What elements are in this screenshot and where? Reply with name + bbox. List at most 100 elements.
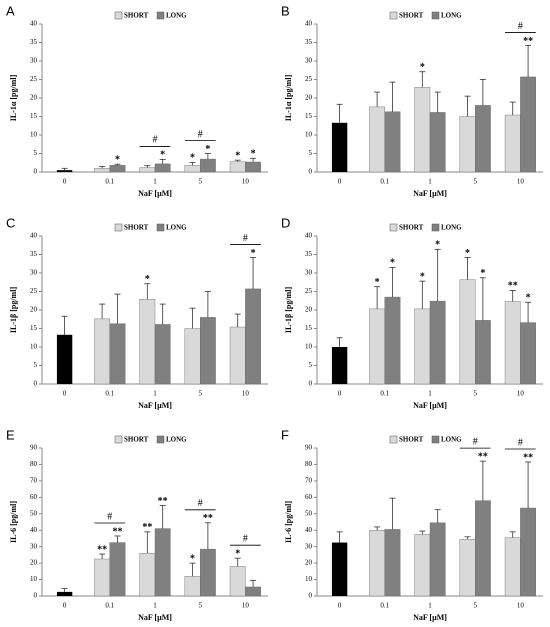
bar [94,558,110,597]
bar [199,548,216,597]
x-axis-label: NaF [µM] [138,189,172,198]
significance-hash: # [198,129,203,140]
bar [384,296,401,385]
x-tick-label: 0.1 [380,178,389,186]
bar [245,161,261,173]
significance-star: * [251,248,256,259]
panel-letter: E [6,427,15,442]
x-axis-label: NaF [µM] [413,189,447,198]
significance-star: ** [112,526,122,537]
significance-hash: # [473,436,478,447]
y-tick-label: 5 [309,149,313,157]
x-tick-label: 0.1 [380,602,389,610]
bar [154,324,171,385]
x-tick-label: 1 [428,178,432,186]
y-tick-label: 10 [305,131,313,139]
significance-star: ** [523,452,533,463]
x-tick-label: 0 [338,178,342,186]
significance-star: * [251,149,256,160]
bar [94,168,110,173]
x-tick-label: 1 [153,602,157,610]
bar [459,279,476,385]
significance-hash: # [153,135,158,146]
panel-letter: C [6,215,15,230]
x-tick-label: 0.1 [105,390,114,398]
bar [199,158,216,173]
significance-star: * [235,150,240,161]
significance-star: * [235,548,240,559]
y-tick-label: 0 [309,168,313,176]
bar [459,116,476,173]
significance-star: ** [508,281,518,292]
significance-hash: # [198,498,203,509]
y-tick-label: 80 [305,460,313,468]
bar [475,500,491,597]
bar [154,163,171,173]
y-tick-label: 70 [305,476,313,484]
panel-letter: F [281,427,289,442]
bar [504,537,521,597]
legend-swatch [156,223,165,232]
legend-label: LONG [441,12,462,20]
y-tick-label: 40 [305,232,313,240]
bar [369,106,386,173]
significance-star: ** [523,36,533,47]
significance-star: ** [203,513,213,524]
bar [139,299,156,385]
y-tick-label: 5 [34,149,38,157]
panel-letter: D [281,215,290,230]
x-tick-label: 5 [198,390,202,398]
y-tick-label: 30 [305,542,313,550]
bar [199,317,216,385]
bar [331,122,348,172]
y-tick-label: 15 [305,324,313,332]
y-tick-label: 60 [305,493,313,501]
y-tick-label: 0 [309,380,313,388]
y-axis-label: IL-6 [pg/ml] [9,501,18,543]
significance-star: * [115,155,120,166]
significance-star: ** [97,544,107,555]
bar [429,522,446,597]
x-tick-label: 10 [242,602,250,610]
bar [154,528,171,597]
x-tick-label: 10 [242,178,250,186]
x-tick-label: 10 [517,602,525,610]
bar [414,308,431,385]
x-tick-label: 0.1 [380,390,389,398]
y-tick-label: 5 [309,361,313,369]
legend-label: LONG [166,12,187,20]
y-tick-label: 30 [305,57,313,65]
legend-label: SHORT [124,224,149,232]
y-tick-label: 20 [305,306,313,314]
bar [331,347,348,384]
y-tick-label: 0 [34,168,38,176]
legend-swatch [156,435,165,444]
y-tick-label: 20 [305,559,313,567]
y-tick-label: 80 [30,460,38,468]
y-tick-label: 10 [30,343,38,351]
y-axis-label: IL-1α [pg/ml] [284,74,293,121]
y-tick-label: 35 [305,250,313,258]
panel-letter: B [281,3,290,18]
legend-swatch [114,435,123,444]
x-tick-label: 0 [63,602,67,610]
y-axis-label: IL-6 [pg/ml] [284,501,293,543]
significance-star: * [526,293,531,304]
x-tick-label: 5 [198,602,202,610]
x-tick-label: 1 [428,602,432,610]
x-tick-label: 0 [63,178,67,186]
x-tick-label: 5 [473,390,477,398]
bar [94,318,110,385]
legend-swatch [431,11,440,20]
y-tick-label: 25 [305,287,313,295]
legend-label: LONG [441,224,462,232]
y-tick-label: 40 [30,20,38,28]
significance-star: * [375,277,380,288]
x-axis-label: NaF [µM] [138,401,172,410]
y-axis-label: IL-1α [pg/ml] [9,74,18,121]
bar [475,320,491,385]
significance-star: * [465,248,470,259]
bar [139,167,156,173]
y-tick-label: 40 [30,232,38,240]
